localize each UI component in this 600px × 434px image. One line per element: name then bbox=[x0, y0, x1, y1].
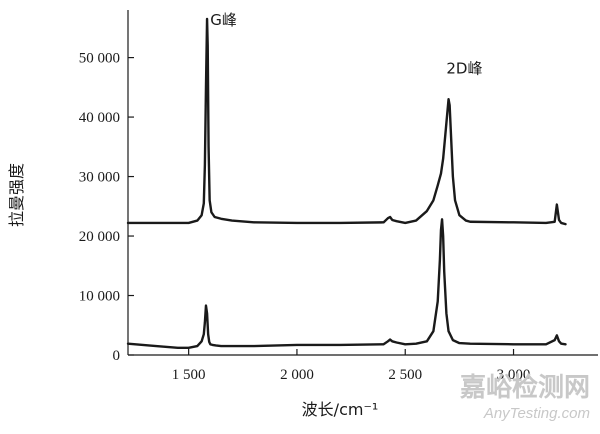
series-layer bbox=[126, 17, 567, 350]
x-tick-label-2: 2 500 bbox=[388, 367, 422, 383]
spectrum-line-2 bbox=[126, 17, 567, 226]
y-tick-label-4: 40 000 bbox=[79, 110, 120, 126]
x-tick-label-1: 2 000 bbox=[280, 367, 314, 383]
y-tick-label-1: 10 000 bbox=[79, 289, 120, 305]
watermark-english: AnyTesting.com bbox=[483, 405, 590, 422]
y-tick-label-3: 30 000 bbox=[79, 170, 120, 186]
spectrum-line-1 bbox=[126, 218, 567, 350]
x-axis-title: 波长/cm⁻¹ bbox=[302, 400, 379, 419]
y-tick-label-2: 20 000 bbox=[79, 229, 120, 245]
y-tick-label-5: 50 000 bbox=[79, 51, 120, 67]
annotation-layer: G峰 2D峰 bbox=[210, 11, 482, 78]
x-tick-label-0: 1 500 bbox=[172, 367, 206, 383]
x-tick-label-3: 3 000 bbox=[497, 367, 531, 383]
axes bbox=[127, 10, 598, 356]
peak-annotation-2: 2D峰 bbox=[446, 60, 482, 78]
y-axis-title: 拉曼强度 bbox=[7, 163, 26, 227]
watermark-chinese: 嘉峪检测网 bbox=[460, 372, 590, 403]
watermark: 嘉峪检测网 AnyTesting.com bbox=[460, 372, 590, 422]
y-tick-label-0: 0 bbox=[113, 348, 121, 364]
peak-annotation-1: G峰 bbox=[210, 11, 237, 29]
ticks: 1 500 2 000 2 500 3 000 0 10 000 20 000 30 000 4… bbox=[79, 51, 531, 383]
